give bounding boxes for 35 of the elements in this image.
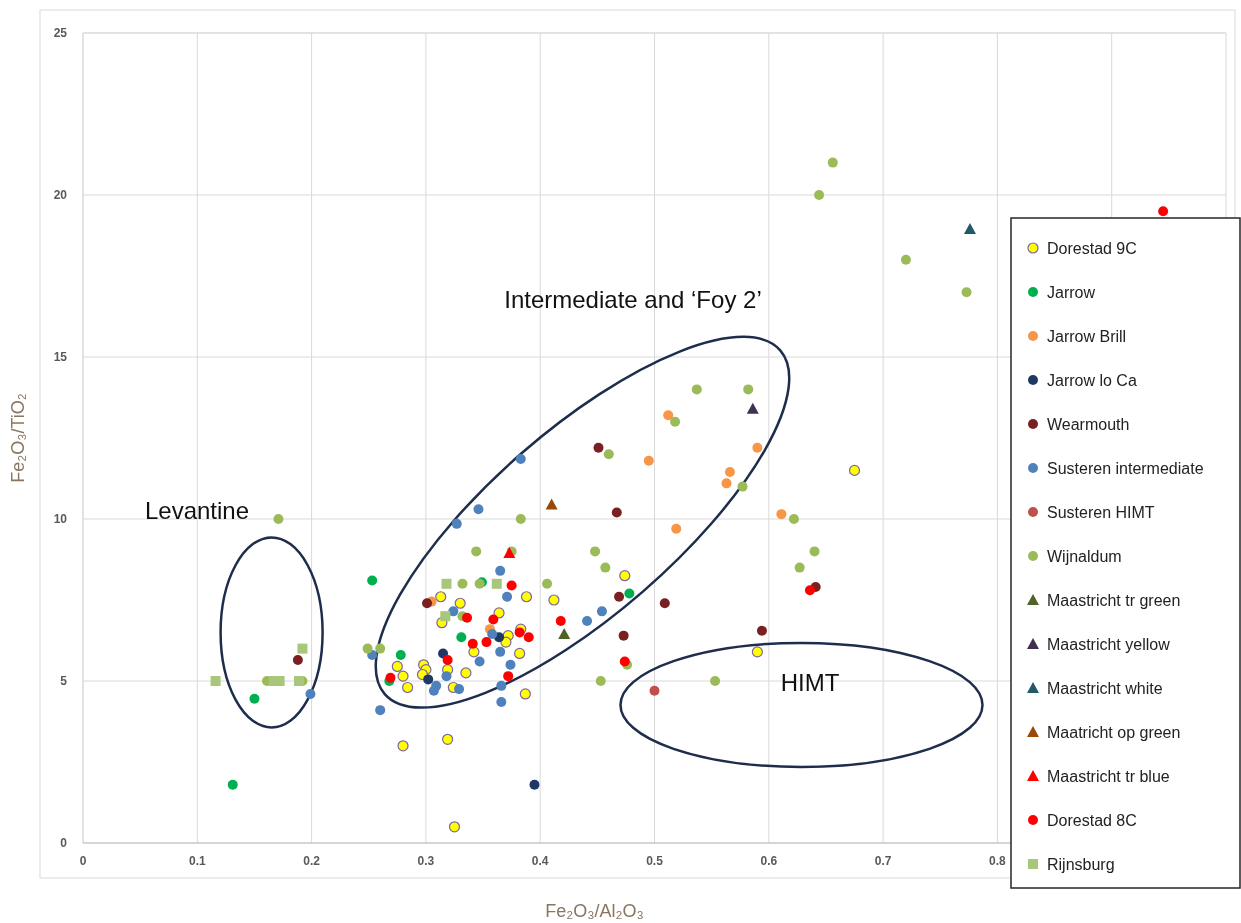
legend-label: Dorestad 9C	[1047, 240, 1137, 257]
x-tick-label: 0.5	[646, 854, 664, 868]
legend-label: Rijnsburg	[1047, 856, 1115, 873]
x-tick-label: 0.2	[303, 854, 321, 868]
legend-label: Jarrow lo Ca	[1047, 372, 1137, 389]
x-tick-label: 0.7	[874, 854, 892, 868]
y-tick-label: 15	[53, 350, 68, 364]
x-tick-label: 0.6	[760, 854, 778, 868]
legend-label: Maatricht op green	[1047, 724, 1181, 741]
legend-label: Maastricht yellow	[1047, 636, 1171, 653]
y-tick-label: 5	[60, 674, 68, 688]
x-tick-label: 0.8	[989, 854, 1007, 868]
x-tick-label: 0.1	[188, 854, 206, 868]
y-tick-label: 0	[60, 836, 68, 850]
legend-label: Jarrow	[1047, 284, 1096, 301]
y-axis-title: Fe₂O₃/TiO₂	[8, 393, 28, 483]
x-tick-label: 0.3	[417, 854, 435, 868]
legend-label: Wearmouth	[1047, 416, 1130, 433]
annotation: HIMT	[780, 669, 840, 696]
legend-label: Jarrow Brill	[1047, 328, 1127, 345]
legend-label: Wijnaldum	[1047, 548, 1122, 565]
x-tick-label: 0	[79, 854, 87, 868]
x-axis-title: Fe₂O₃/Al₂O₃	[545, 901, 644, 921]
legend-label: Maastricht tr blue	[1047, 768, 1170, 785]
legend-label: Maastricht white	[1047, 680, 1163, 697]
y-tick-label: 10	[53, 512, 68, 526]
annotation: Intermediate and ‘Foy 2’	[504, 286, 762, 313]
annotation: Levantine	[144, 497, 250, 524]
legend-label: Dorestad 8C	[1047, 812, 1137, 829]
legend-label: Maastricht tr green	[1047, 592, 1181, 609]
y-tick-label: 25	[53, 26, 68, 40]
y-tick-label: 20	[53, 188, 68, 202]
legend-label: Susteren HIMT	[1047, 504, 1155, 521]
x-tick-label: 0.4	[531, 854, 549, 868]
legend-label: Susteren intermediate	[1047, 460, 1204, 477]
